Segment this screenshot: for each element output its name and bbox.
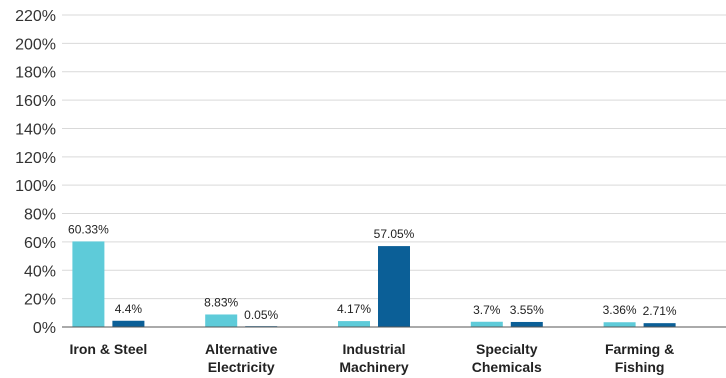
bar (338, 321, 370, 327)
bar (205, 314, 238, 327)
x-tick-label: Iron & Steel (70, 341, 148, 357)
y-tick-label: 220% (15, 8, 56, 25)
bar (378, 246, 410, 327)
y-tick-label: 100% (15, 178, 56, 195)
x-tick-label: Alternative Electricity (205, 341, 278, 375)
bar (510, 321, 543, 327)
data-labels: 60.33% 4.4% 8.83% 0.05% 4.17% 57.05% 3.7% 3.55%… (68, 222, 677, 321)
y-tick-label: 120% (15, 150, 56, 167)
bar (72, 241, 105, 327)
data-label: 3.7% (473, 303, 501, 317)
x-tick-label: Farming & Fishing (605, 341, 674, 375)
y-tick-label: 0% (33, 320, 56, 337)
data-label: 4.4% (115, 302, 143, 316)
data-label: 8.83% (204, 295, 238, 309)
bar (470, 321, 503, 327)
bar (112, 320, 145, 327)
y-axis-ticks: 0% 20% 40% 60% 80% 100% 120% 140% 160% 180% 200% 22… (15, 8, 56, 337)
x-axis-ticks: Iron & Steel Alternative Electricity Indust… (70, 341, 675, 375)
y-tick-label: 200% (15, 36, 56, 53)
data-label: 57.05% (374, 227, 415, 241)
y-tick-label: 60% (24, 235, 56, 252)
y-tick-label: 180% (15, 65, 56, 82)
y-tick-label: 20% (24, 292, 56, 309)
gridlines (62, 14, 726, 300)
bars (72, 241, 676, 327)
y-tick-label: 160% (15, 93, 56, 110)
y-tick-label: 40% (24, 263, 56, 280)
data-label: 3.36% (603, 303, 637, 317)
x-tick-label: Industrial Machinery (339, 341, 408, 375)
bar (603, 322, 636, 327)
data-label: 4.17% (337, 302, 371, 316)
y-tick-label: 140% (15, 121, 56, 138)
y-tick-label: 80% (24, 207, 56, 224)
data-label: 60.33% (68, 222, 109, 236)
x-tick-label: Specialty Chemicals (472, 341, 542, 375)
data-label: 0.05% (244, 308, 278, 322)
data-label: 3.55% (510, 303, 544, 317)
data-label: 2.71% (643, 304, 677, 318)
bar (643, 323, 676, 327)
